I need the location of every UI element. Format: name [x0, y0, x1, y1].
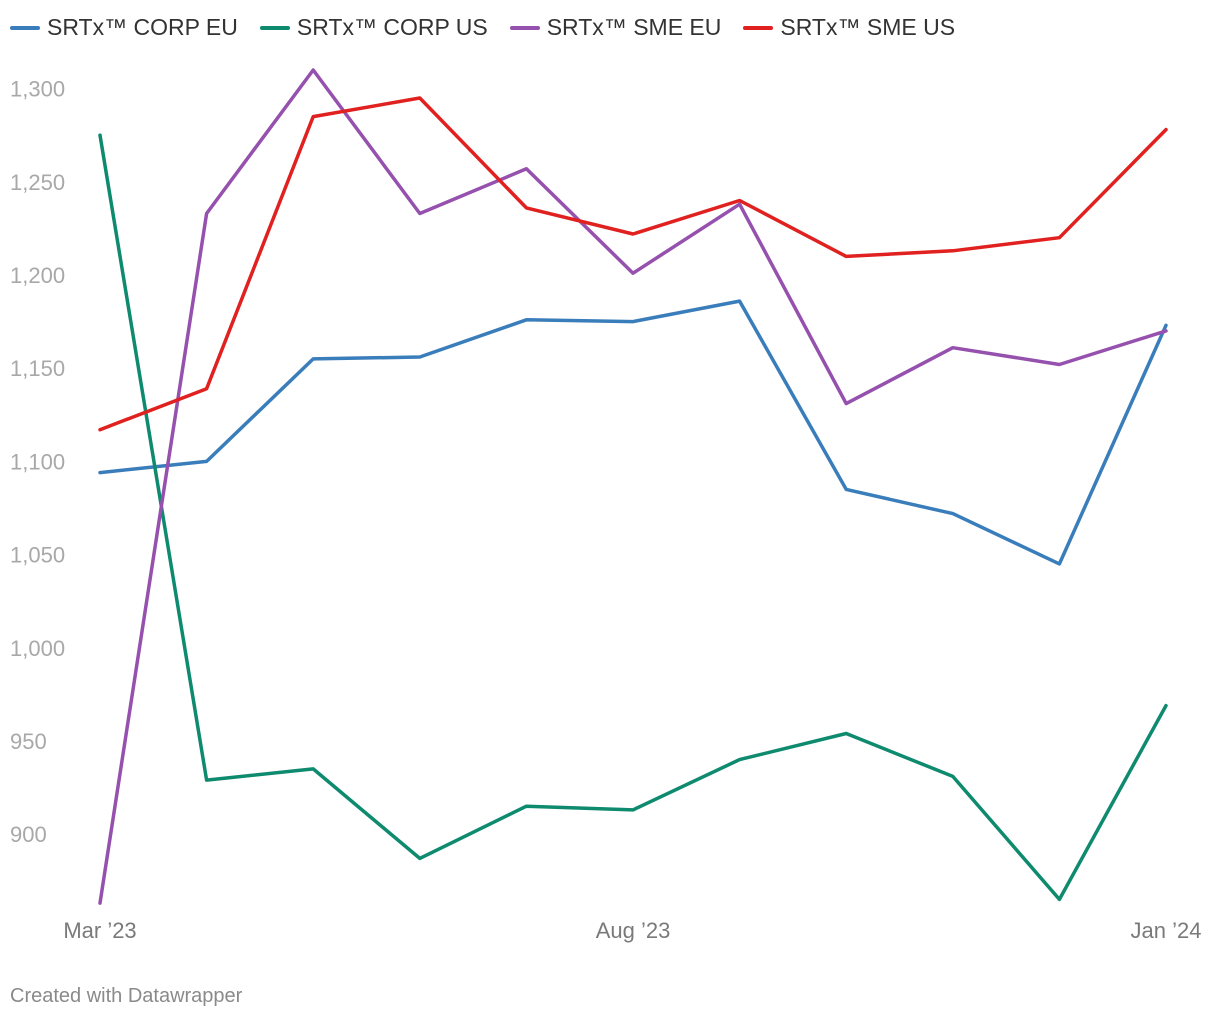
legend-swatch — [743, 25, 774, 30]
y-tick-label: 1,250 — [10, 170, 65, 195]
series-line — [98, 299, 1168, 566]
legend-label: SRTx™ SME EU — [546, 14, 722, 40]
y-tick-label: 900 — [10, 822, 47, 847]
footer-credit: Created with Datawrapper — [10, 985, 243, 1007]
x-tick-label: Jan ’24 — [1131, 918, 1202, 943]
legend-label: SRTx™ CORP US — [296, 14, 488, 40]
x-tick-label: Aug ’23 — [596, 918, 671, 943]
series-line — [98, 133, 1168, 902]
y-tick-label: 1,050 — [10, 543, 65, 568]
y-tick-label: 1,100 — [10, 449, 65, 474]
series-line — [98, 96, 1168, 432]
chart-legend: SRTx™ CORP EU SRTx™ CORP US SRTx™ SME EU SR… — [10, 14, 977, 41]
legend-swatch — [10, 25, 40, 30]
legend-item: SRTx™ CORP EU — [10, 14, 238, 41]
series-line — [98, 68, 1168, 905]
y-tick-label: 1,300 — [10, 77, 65, 102]
legend-swatch — [259, 25, 290, 30]
legend-swatch — [509, 25, 540, 30]
x-tick-label: Mar ’23 — [63, 918, 136, 943]
legend-item: SRTx™ SME US — [743, 14, 955, 41]
legend-label: SRTx™ SME US — [780, 14, 956, 40]
y-tick-label: 1,150 — [10, 356, 65, 381]
legend-item: SRTx™ SME EU — [509, 14, 722, 41]
legend-label: SRTx™ CORP EU — [47, 14, 238, 40]
y-tick-label: 1,200 — [10, 263, 65, 288]
y-tick-label: 1,000 — [10, 636, 65, 661]
legend-item: SRTx™ CORP US — [259, 14, 488, 41]
y-tick-label: 950 — [10, 729, 47, 754]
